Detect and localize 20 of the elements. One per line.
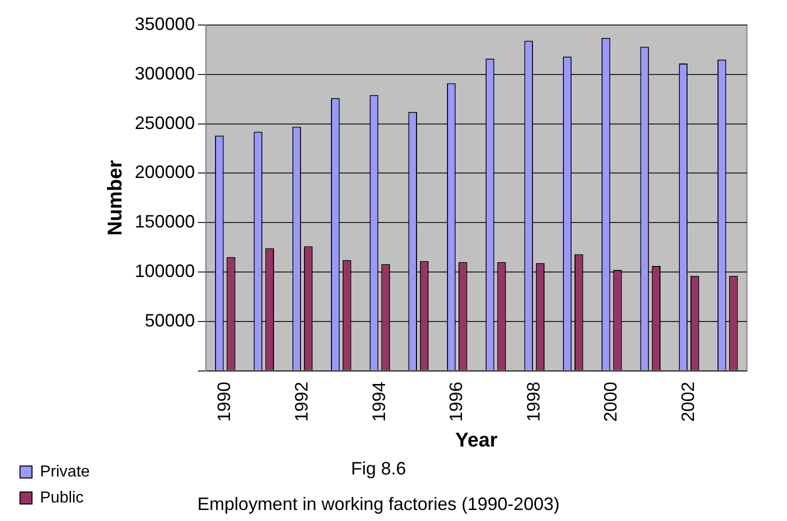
x-tick-label: 1990 — [214, 382, 234, 422]
y-tick-label: 50000 — [144, 310, 195, 330]
y-tick-label: 300000 — [134, 63, 195, 84]
legend-label: Private — [40, 463, 90, 480]
x-tick-label: 1996 — [446, 382, 466, 422]
x-tick-label: 2000 — [600, 382, 621, 422]
text: Fig 8.6 — [350, 458, 406, 479]
y-tick-label: 350000 — [134, 14, 195, 34]
y-tick-label: 200000 — [134, 162, 195, 182]
y-tick-label: 150000 — [134, 212, 195, 232]
y-tick-label: 100000 — [134, 260, 195, 281]
x-tick-label: 1994 — [368, 382, 389, 422]
y-tick-label: 250000 — [134, 112, 195, 133]
x-tick-label: 1998 — [523, 382, 544, 422]
x-tick-label: 1992 — [291, 382, 312, 422]
y-axis-title: Number — [104, 160, 126, 236]
text: Employment in working factories (1990-2003) — [197, 494, 560, 514]
x-axis-title: Year — [455, 429, 498, 452]
x-tick-label: 2002 — [678, 382, 698, 422]
legend-label: Public — [40, 489, 84, 506]
